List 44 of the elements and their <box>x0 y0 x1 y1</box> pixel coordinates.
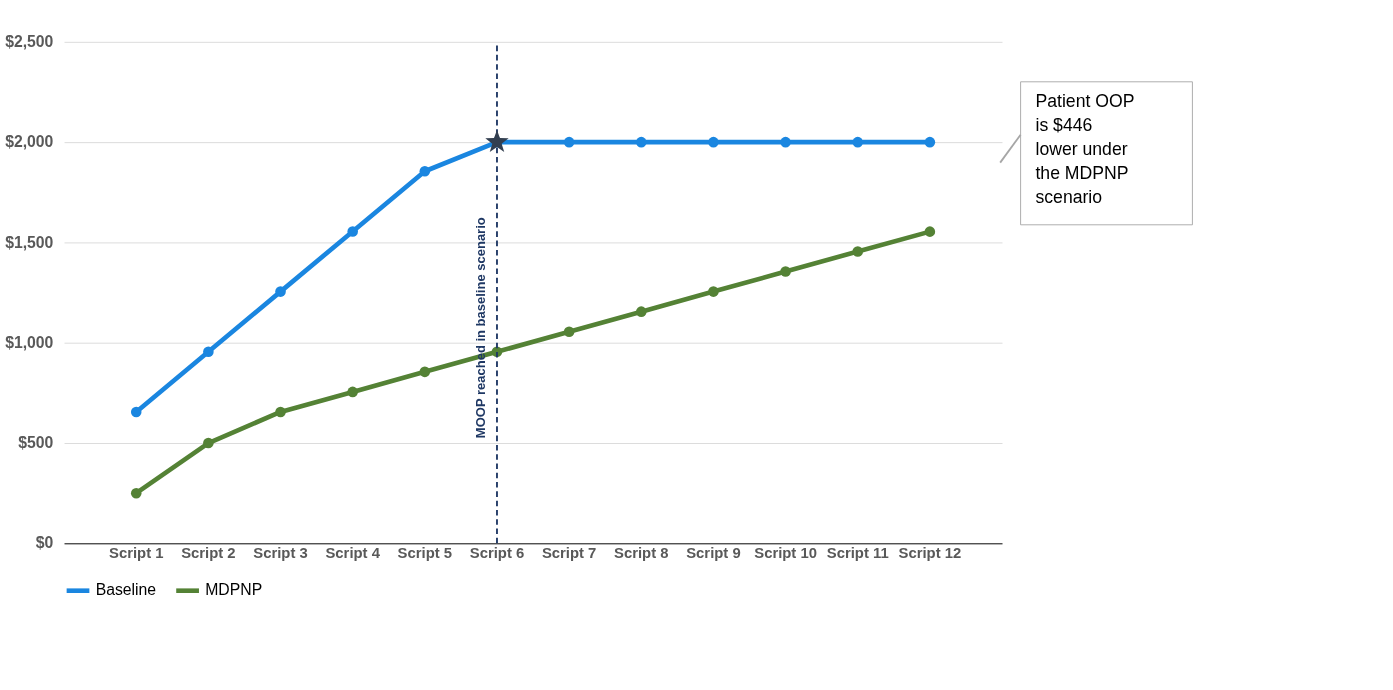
point <box>708 136 719 148</box>
point <box>275 286 286 297</box>
x-tick-label: Script 5 <box>397 544 453 561</box>
text: Patient OOP is $446 lower under the MDPNP scenario <box>1035 90 1135 208</box>
point <box>852 246 864 257</box>
legend-label: Baseline <box>95 581 157 599</box>
x-tick-label: Script 11 <box>826 544 889 561</box>
point <box>203 346 214 358</box>
x-tick-label: Script 1 <box>109 544 164 561</box>
point <box>275 406 286 418</box>
point <box>563 136 575 148</box>
x-tick-label: Script 4 <box>325 544 381 561</box>
x-tick-label: Script 8 <box>614 544 669 561</box>
x-tick-label: Script 9 <box>686 544 741 561</box>
point <box>130 406 142 418</box>
ref-line-label: MOOP reached in baseline scenario <box>472 217 488 439</box>
point <box>708 286 719 297</box>
point <box>203 437 214 449</box>
point <box>347 386 358 398</box>
x-tick-label: Script 6 <box>469 544 525 561</box>
point <box>780 136 791 148</box>
point <box>419 165 431 177</box>
y-tick-label: $500 <box>18 434 54 452</box>
point <box>347 226 358 237</box>
point <box>635 136 647 148</box>
point <box>419 366 431 378</box>
point <box>924 136 936 148</box>
x-tick-label: Script 7 <box>541 544 597 561</box>
point <box>130 487 142 499</box>
legend-label: MDPNP <box>205 581 263 599</box>
x-tick-label: Script 3 <box>253 544 308 561</box>
point <box>635 306 647 317</box>
x-tick-label: Script 12 <box>898 544 962 561</box>
y-tick-label: $2,000 <box>5 133 54 151</box>
point <box>780 266 791 277</box>
y-tick-label: $2,500 <box>5 32 54 50</box>
x-tick-label: Script 2 <box>181 544 236 561</box>
y-tick-label: $0 <box>35 534 54 552</box>
y-tick-label: $1,000 <box>5 333 54 351</box>
point <box>563 326 575 337</box>
point <box>924 226 936 237</box>
x-tick-label: Script 10 <box>754 544 817 561</box>
point <box>852 136 864 148</box>
y-tick-label: $1,500 <box>5 233 54 251</box>
